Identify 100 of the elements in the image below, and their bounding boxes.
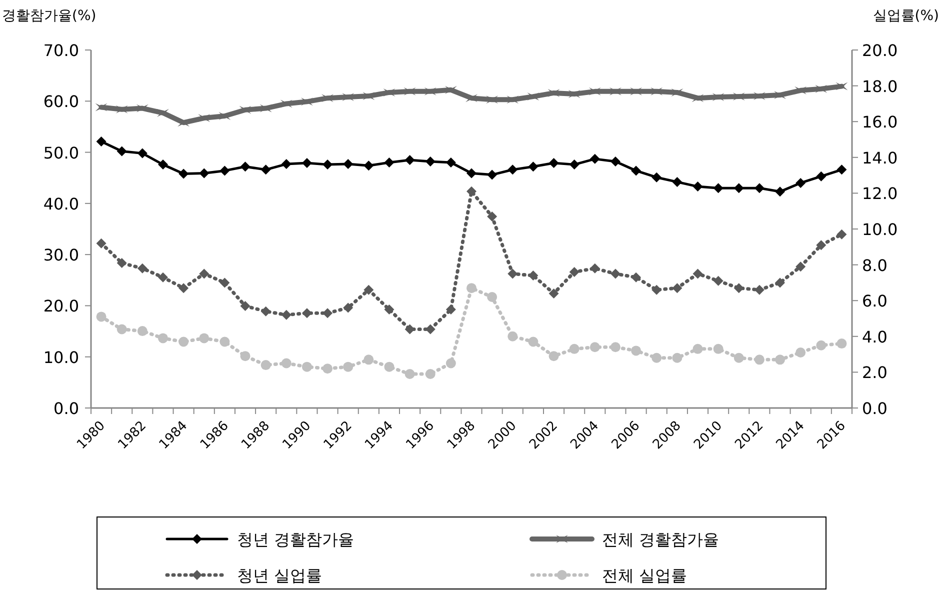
point [446,304,456,315]
point [96,136,106,147]
point [384,362,394,372]
point [610,156,620,166]
y-tick-label: 20.0 [43,296,79,316]
point [754,354,764,365]
point [240,162,250,172]
point [713,183,724,194]
point [178,168,189,179]
point [404,154,415,165]
point [96,312,106,322]
point [816,240,826,250]
point [528,336,538,347]
point [652,284,662,295]
point [240,351,250,362]
point [692,182,703,192]
point [631,166,642,176]
point [487,292,498,302]
point [775,186,786,197]
y2-tick-label: 20.0 [862,41,898,60]
point [692,344,703,354]
point [343,362,354,372]
point [137,148,148,158]
y2-tick-label: 6.0 [862,292,888,311]
point [836,229,847,240]
point [631,346,642,356]
point [281,310,292,320]
point [528,270,538,281]
point [569,344,580,354]
legend-label: 청년 실업률 [237,566,322,585]
y-tick-label: 40.0 [43,194,79,214]
point [425,156,436,166]
point [569,266,580,277]
point [404,368,415,379]
point [116,258,127,268]
y-tick-label: 70.0 [43,41,79,60]
y2-tick-label: 18.0 [862,76,898,96]
point [220,166,230,176]
point [672,176,682,187]
point [548,158,559,168]
point [590,263,600,274]
point [260,164,271,175]
y-tick-label: 50.0 [43,143,79,162]
point [548,351,559,362]
point [116,146,127,156]
point [137,326,148,336]
point [631,272,642,282]
point [116,324,127,334]
point [199,268,210,279]
point [425,324,436,334]
point [796,348,806,358]
point [754,284,764,295]
point [178,336,189,347]
point [178,283,189,294]
point [364,284,374,295]
point [322,160,333,170]
point [425,368,436,379]
point [734,283,744,294]
point [590,342,600,352]
point [260,360,271,370]
point [220,336,230,347]
point [240,300,250,311]
point [508,331,518,342]
y2-tick-label: 2.0 [862,363,888,382]
point [302,362,312,372]
point [158,333,168,344]
y-tick-label: 0.0 [54,399,79,418]
point [446,358,456,368]
point [775,278,786,288]
point [220,278,230,288]
point [796,178,806,188]
point [446,158,456,168]
point [836,164,847,175]
point [569,160,580,170]
y-tick-label: 60.0 [43,92,79,112]
point [281,358,292,368]
point [528,162,538,172]
point [652,352,662,363]
point [281,159,292,170]
point [713,344,724,354]
point [343,302,354,313]
point [508,268,518,279]
y2-tick-label: 14.0 [862,148,898,168]
point [199,168,210,178]
point [734,183,744,194]
point [96,238,106,248]
point [466,94,478,102]
point [364,160,374,171]
y2-tick-label: 4.0 [862,327,888,346]
point [652,172,662,182]
y2-tick-label: 16.0 [862,112,898,132]
point [343,159,354,170]
point [158,160,168,170]
legend-label: 전체 실업률 [602,566,688,585]
point [610,342,620,352]
point [302,308,312,318]
point [816,340,826,350]
point [754,183,764,194]
point [590,154,600,164]
point [384,304,394,315]
